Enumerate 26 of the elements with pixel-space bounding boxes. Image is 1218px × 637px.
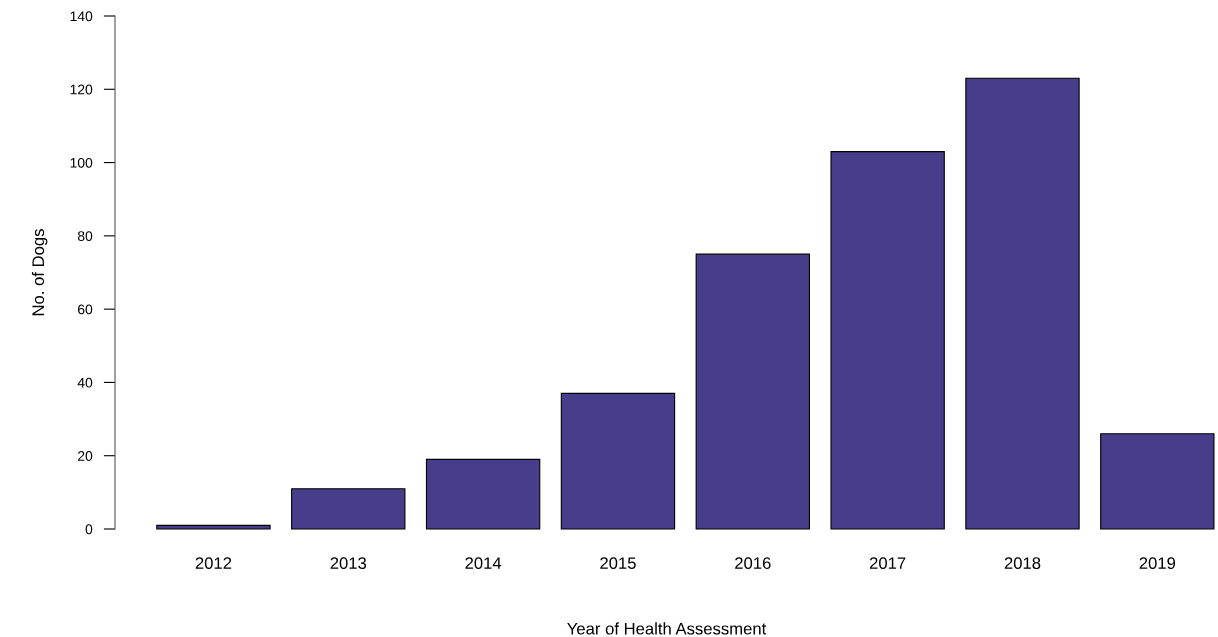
bar bbox=[1100, 433, 1215, 530]
y-tick-label: 140 bbox=[70, 11, 93, 22]
x-tick-label: 2015 bbox=[600, 557, 636, 570]
x-tick-label: 2016 bbox=[735, 557, 771, 570]
bar bbox=[965, 77, 1080, 530]
bar bbox=[830, 151, 945, 530]
bar bbox=[695, 253, 810, 530]
y-axis-title: No. of Dogs bbox=[31, 229, 48, 316]
x-tick-label: 2018 bbox=[1004, 557, 1041, 570]
y-tick-label: 20 bbox=[78, 451, 93, 461]
y-tick-label: 120 bbox=[70, 84, 93, 95]
x-tick-label: 2013 bbox=[330, 557, 367, 570]
y-tick-label: 100 bbox=[70, 157, 93, 168]
x-tick-label: 2012 bbox=[195, 557, 232, 570]
x-tick-label: 2014 bbox=[465, 557, 502, 570]
bar bbox=[291, 488, 406, 530]
y-tick-label: 40 bbox=[77, 377, 93, 388]
y-tick-label: 60 bbox=[78, 304, 93, 315]
x-axis-title: Year of Health Assessment bbox=[567, 622, 767, 635]
bar bbox=[156, 524, 271, 530]
bar bbox=[560, 392, 676, 530]
y-tick-label: 80 bbox=[77, 231, 93, 242]
x-tick-label: 2019 bbox=[1139, 557, 1176, 570]
x-tick-label: 2017 bbox=[869, 557, 906, 570]
bar bbox=[425, 458, 541, 530]
y-tick-label: 0 bbox=[85, 524, 93, 535]
